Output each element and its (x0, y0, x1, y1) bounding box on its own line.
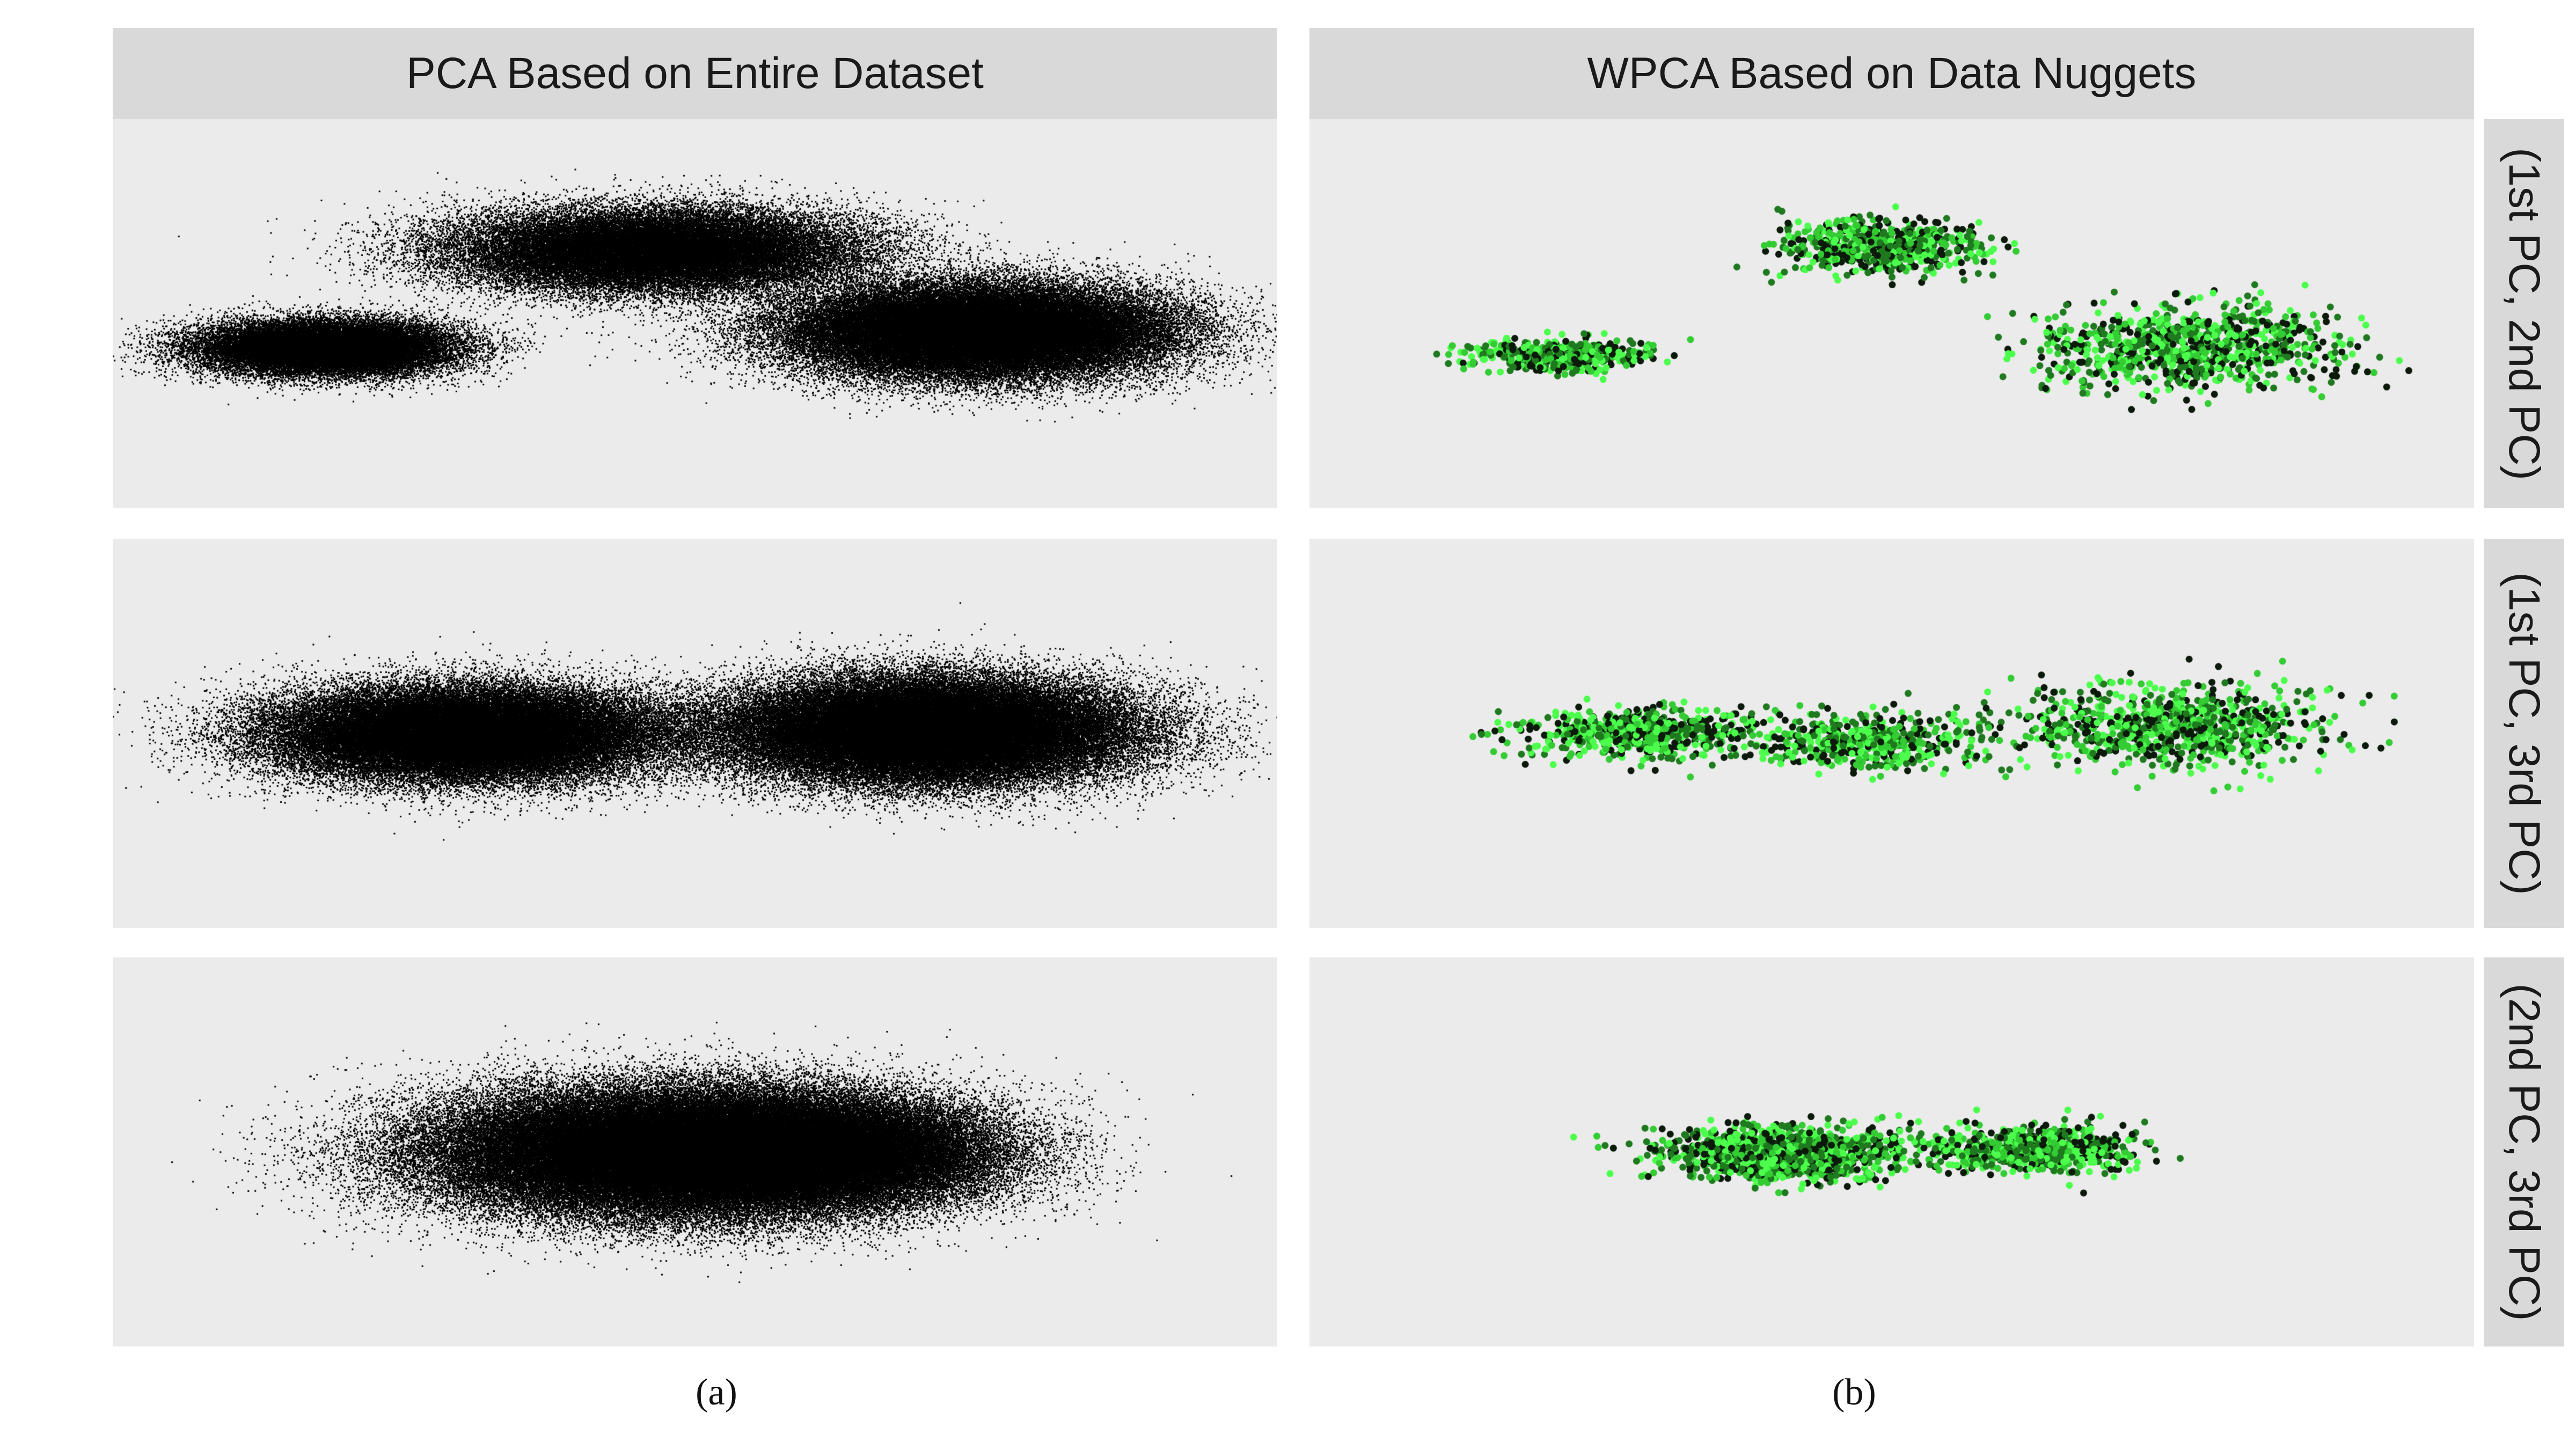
panel-pca-pc2-pc3 (113, 957, 1277, 1346)
panel-pca-pc1-pc3 (113, 539, 1277, 928)
panel-wpca-pc1-pc3 (1309, 539, 2474, 928)
row-label-pc1-pc3: (1st PC, 3rd PC) (2484, 539, 2564, 928)
caption-a: (a) (696, 1372, 737, 1413)
column-title-wpca: WPCA Based on Data Nuggets (1309, 28, 2474, 119)
row-label-pc1-pc3-text: (1st PC, 3rd PC) (2500, 572, 2549, 895)
caption-b: (b) (1832, 1372, 1876, 1413)
scatter-wpca-pc2-pc3 (1309, 957, 2474, 1346)
row-label-pc2-pc3-text: (2nd PC, 3rd PC) (2500, 983, 2549, 1321)
column-title-pca: PCA Based on Entire Dataset (113, 28, 1277, 119)
scatter-pca-pc1-pc2 (113, 119, 1277, 508)
scatter-pca-pc1-pc3 (113, 539, 1277, 928)
row-label-pc1-pc2-text: (1st PC, 2nd PC) (2500, 147, 2549, 480)
row-label-pc1-pc2: (1st PC, 2nd PC) (2484, 119, 2564, 508)
panel-pca-pc1-pc2 (113, 119, 1277, 508)
scatter-pca-pc2-pc3 (113, 957, 1277, 1346)
column-title-pca-text: PCA Based on Entire Dataset (406, 49, 984, 98)
column-title-wpca-text: WPCA Based on Data Nuggets (1587, 49, 2197, 98)
panel-wpca-pc2-pc3 (1309, 957, 2474, 1346)
panel-wpca-pc1-pc2 (1309, 119, 2474, 508)
scatter-wpca-pc1-pc2 (1309, 119, 2474, 508)
scatter-wpca-pc1-pc3 (1309, 539, 2474, 928)
row-label-pc2-pc3: (2nd PC, 3rd PC) (2484, 957, 2564, 1346)
